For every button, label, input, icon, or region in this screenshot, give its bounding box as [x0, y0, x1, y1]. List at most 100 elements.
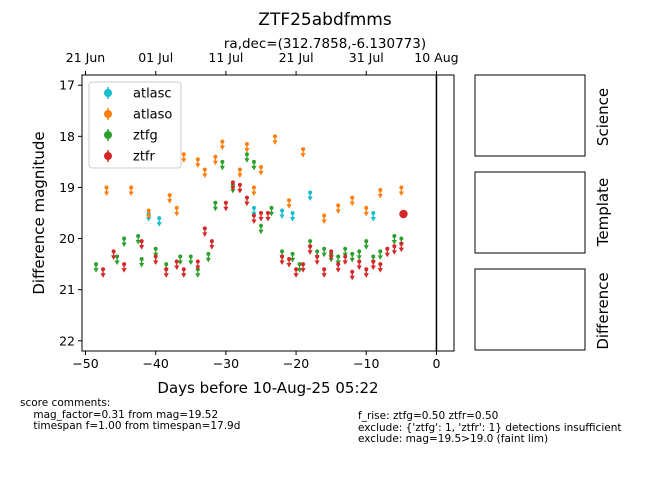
y-tick-label: 20 — [59, 231, 75, 246]
legend-entry-ztfg: ztfg — [104, 129, 158, 144]
upper-limit-point-atlaso — [272, 134, 278, 145]
y-tick-label: 18 — [59, 129, 75, 144]
upper-limit-point-atlasc — [156, 216, 162, 227]
upper-limit-point-ztfg — [258, 223, 264, 235]
upper-limit-point-ztfg — [139, 257, 145, 268]
chart-title: ZTF25abdfmms — [258, 10, 392, 30]
upper-limit-point-atlaso — [335, 203, 341, 214]
upper-limit-point-ztfr — [251, 213, 257, 225]
legend: atlasc atlaso ztfg ztfr — [88, 81, 182, 169]
upper-limit-point-atlaso — [167, 193, 173, 204]
upper-limit-point-ztfg — [342, 246, 348, 258]
top-date-label: 31 Jul — [349, 50, 384, 65]
chart-subtitle: ra,dec=(312.7858,-6.130773) — [224, 36, 426, 52]
top-date-label: 01 Jul — [138, 50, 173, 65]
upper-limit-point-atlaso — [258, 165, 264, 176]
upper-limit-point-ztfg — [244, 152, 250, 163]
legend-label: ztfg — [133, 129, 158, 144]
upper-limit-point-ztfr — [230, 180, 236, 191]
upper-limit-point-ztfr — [237, 182, 243, 194]
upper-limit-point-ztfg — [268, 205, 275, 217]
comment-line: score comments: — [20, 397, 111, 409]
upper-limit-point-ztfr — [342, 254, 348, 265]
upper-limit-point-ztfg — [251, 159, 257, 171]
upper-limit-point-atlasc — [370, 211, 376, 222]
upper-limit-point-ztfg — [296, 262, 303, 273]
upper-limit-point-atlaso — [349, 195, 355, 207]
upper-limit-point-atlaso — [195, 157, 201, 168]
upper-limit-point-ztfr — [363, 267, 369, 278]
y-tick-label: 22 — [59, 333, 75, 348]
upper-limit-point-ztfr — [391, 244, 397, 255]
upper-limit-point-atlasc — [279, 208, 285, 219]
upper-limit-point-atlaso — [181, 152, 187, 163]
upper-limit-point-ztfr — [321, 267, 327, 278]
plot-frame — [81, 74, 455, 352]
legend-entry-atlasc: atlasc — [104, 87, 172, 102]
comment-line: exclude: mag=19.5>19.0 (faint lim) — [358, 433, 549, 445]
comment-line: f_rise: ztfg=0.50 ztfr=0.50 — [358, 410, 499, 422]
template-panel — [474, 171, 586, 254]
x-axis-label: Days before 10-Aug-25 05:22 — [157, 379, 378, 397]
legend-marker — [104, 110, 112, 118]
upper-limit-point-atlaso — [237, 167, 243, 179]
upper-limit-point-ztfg — [321, 246, 327, 258]
top-date-label: 21 Jun — [66, 50, 105, 65]
upper-limit-point-ztfr — [181, 267, 187, 278]
upper-limit-point-ztfg — [212, 200, 218, 212]
upper-limit-point-ztfr — [244, 195, 250, 207]
upper-limit-point-atlaso — [146, 208, 152, 219]
upper-limit-point-atlasc — [307, 190, 313, 202]
x-tick-label: −10 — [353, 356, 379, 371]
upper-limit-point-atlaso — [377, 188, 383, 199]
upper-limit-point-atlaso — [300, 147, 306, 158]
legend-label: atlasc — [133, 87, 172, 102]
upper-limit-point-ztfr — [153, 254, 159, 265]
upper-limit-point-atlaso — [128, 185, 134, 196]
upper-limit-point-ztfr — [307, 244, 313, 255]
upper-limit-point-atlaso — [103, 185, 110, 196]
legend-entry-ztfr: ztfr — [104, 150, 155, 165]
upper-limit-point-atlaso — [219, 139, 225, 150]
y-tick-label: 17 — [59, 78, 75, 93]
top-date-label: 11 Jul — [208, 50, 243, 65]
template-panel-label: Template — [594, 178, 612, 247]
upper-limit-point-ztfg — [356, 249, 362, 260]
upper-limit-point-ztfg — [349, 251, 355, 263]
science-panel — [474, 74, 586, 157]
legend-marker — [104, 131, 112, 139]
upper-limit-point-ztfr — [377, 262, 383, 273]
upper-limit-point-ztfr — [202, 226, 208, 237]
upper-limit-point-atlaso — [202, 167, 208, 179]
x-tick-label: −20 — [283, 356, 309, 371]
upper-limit-point-ztfg — [121, 236, 127, 248]
upper-limit-point-ztfg — [219, 159, 225, 171]
score-comments: score comments: mag_factor=0.31 from mag… — [20, 397, 241, 433]
comment-line: timespan f=1.00 from timespan=17.9d — [20, 420, 241, 432]
upper-limit-point-ztfr — [349, 269, 355, 281]
x-tick-label: −50 — [72, 356, 98, 371]
science-panel-label: Science — [594, 88, 612, 146]
upper-limit-point-ztfg — [135, 234, 141, 245]
upper-limit-point-ztfr — [335, 262, 341, 273]
upper-limit-point-ztfr — [279, 254, 285, 265]
comment-line: exclude: {'ztfg': 1, 'ztfr': 1} detectio… — [358, 421, 622, 434]
top-date-label: 21 Jul — [279, 50, 314, 65]
upper-limit-point-ztfr — [174, 259, 180, 271]
upper-limit-point-ztfr — [286, 257, 292, 268]
comment-line: mag_factor=0.31 from mag=19.52 — [20, 408, 219, 421]
x-tick-label: 0 — [432, 356, 440, 371]
upper-limit-point-ztfg — [363, 239, 369, 250]
upper-limit-point-atlaso — [286, 198, 292, 209]
exclude-comments: f_rise: ztfg=0.50 ztfr=0.50 exclude: {'z… — [358, 410, 622, 446]
top-date-label: 10 Aug — [414, 50, 458, 65]
upper-limit-point-ztfr — [314, 254, 320, 265]
upper-limit-point-ztfg — [177, 254, 183, 265]
upper-limit-point-ztfr — [121, 262, 127, 273]
upper-limit-point-atlasc — [289, 211, 296, 222]
upper-limit-point-ztfg — [391, 234, 397, 245]
upper-limit-point-ztfr — [163, 267, 169, 278]
upper-limit-point-ztfr — [110, 249, 117, 260]
upper-limit-point-ztfr — [370, 259, 376, 271]
